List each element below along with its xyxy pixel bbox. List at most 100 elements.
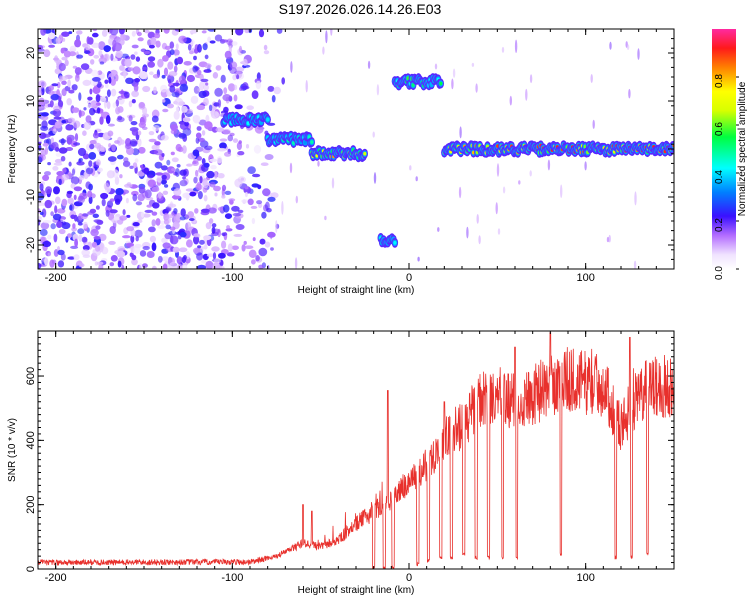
noise-blob (76, 54, 84, 59)
x-tick-label: 100 (576, 272, 594, 284)
noise-blob (101, 29, 108, 37)
noise-blob (222, 94, 232, 102)
noise-blob (196, 69, 202, 76)
noise-blob (233, 84, 238, 91)
noise-blob (44, 171, 51, 176)
noise-blob (261, 211, 267, 219)
noise-blob (255, 255, 260, 262)
noise-blob (71, 168, 76, 176)
noise-blob (196, 252, 204, 261)
noise-blob (104, 83, 109, 89)
noise-blob (160, 220, 165, 226)
noise-blob (109, 198, 115, 202)
noise-streak (509, 95, 512, 106)
noise-blob (204, 145, 213, 151)
noise-blob (53, 105, 62, 112)
noise-blob (211, 226, 216, 234)
noise-streak (518, 180, 521, 185)
noise-blob (179, 179, 188, 187)
noise-blob (49, 259, 55, 268)
noise-blob (120, 34, 126, 41)
noise-blob (82, 79, 92, 86)
noise-streak (437, 227, 440, 232)
noise-blob (210, 111, 220, 119)
noise-blob (137, 219, 143, 223)
noise-blob (118, 29, 125, 35)
noise-blob (131, 90, 140, 98)
noise-blob (54, 121, 62, 129)
noise-streak (294, 257, 298, 269)
noise-blob (185, 188, 195, 192)
noise-blob (108, 147, 113, 152)
noise-blob (146, 204, 152, 208)
noise-blob (99, 61, 105, 65)
noise-blob (271, 95, 276, 103)
noise-blob (142, 126, 148, 130)
noise-blob (147, 31, 156, 39)
noise-blob (132, 66, 141, 75)
noise-streak (633, 260, 637, 269)
noise-blob (200, 78, 209, 83)
noise-blob (103, 53, 110, 62)
noise-blob (188, 218, 195, 221)
noise-blob (173, 110, 180, 120)
noise-blob (74, 39, 82, 48)
noise-blob (122, 209, 126, 216)
noise-blob (197, 264, 207, 269)
noise-blob (244, 245, 254, 249)
colorbar-tick-label: 0.0 (714, 266, 725, 280)
noise-blob (107, 156, 117, 162)
noise-blob (178, 133, 187, 139)
noise-blob (203, 194, 208, 202)
noise-blob (172, 246, 180, 253)
noise-blob (244, 186, 249, 190)
noise-blob (235, 224, 245, 230)
noise-blob (123, 91, 130, 99)
noise-blob (180, 208, 186, 217)
noise-blob (97, 167, 103, 172)
noise-blob (64, 59, 69, 67)
noise-blob (212, 72, 219, 79)
noise-blob (130, 234, 135, 244)
noise-blob (39, 183, 44, 192)
noise-blob (193, 176, 198, 184)
noise-blob (40, 29, 47, 36)
noise-blob (55, 37, 61, 45)
noise-blob (276, 29, 283, 34)
noise-blob (219, 138, 228, 142)
noise-streak (637, 48, 640, 60)
noise-blob (178, 247, 188, 253)
noise-blob (161, 179, 168, 185)
noise-streak (476, 214, 479, 224)
noise-streak (331, 177, 335, 189)
noise-blob (174, 97, 184, 106)
noise-blob (50, 137, 55, 144)
noise-blob (170, 129, 178, 135)
noise-blob (88, 160, 93, 168)
noise-blob (95, 159, 101, 167)
noise-blob (84, 50, 91, 54)
noise-blob (156, 175, 163, 183)
colorbar-tick-label: 0.6 (714, 122, 725, 136)
noise-blob (199, 176, 203, 184)
noise-blob (219, 142, 227, 150)
noise-blob (161, 256, 170, 262)
noise-blob (270, 192, 279, 199)
noise-streak (478, 235, 481, 245)
noise-blob (148, 138, 157, 143)
noise-blob (38, 262, 42, 269)
noise-blob (140, 164, 144, 169)
noise-blob (96, 107, 101, 114)
noise-blob (161, 99, 166, 103)
noise-blob (126, 214, 131, 218)
noise-blob (106, 170, 115, 179)
noise-blob (125, 143, 132, 150)
noise-blob (241, 85, 250, 90)
noise-streak (608, 234, 611, 243)
noise-blob (238, 140, 242, 145)
noise-blob (96, 219, 104, 225)
noise-blob (131, 30, 136, 37)
noise-blob (67, 79, 71, 88)
noise-blob (179, 231, 187, 238)
noise-blob (77, 228, 85, 235)
